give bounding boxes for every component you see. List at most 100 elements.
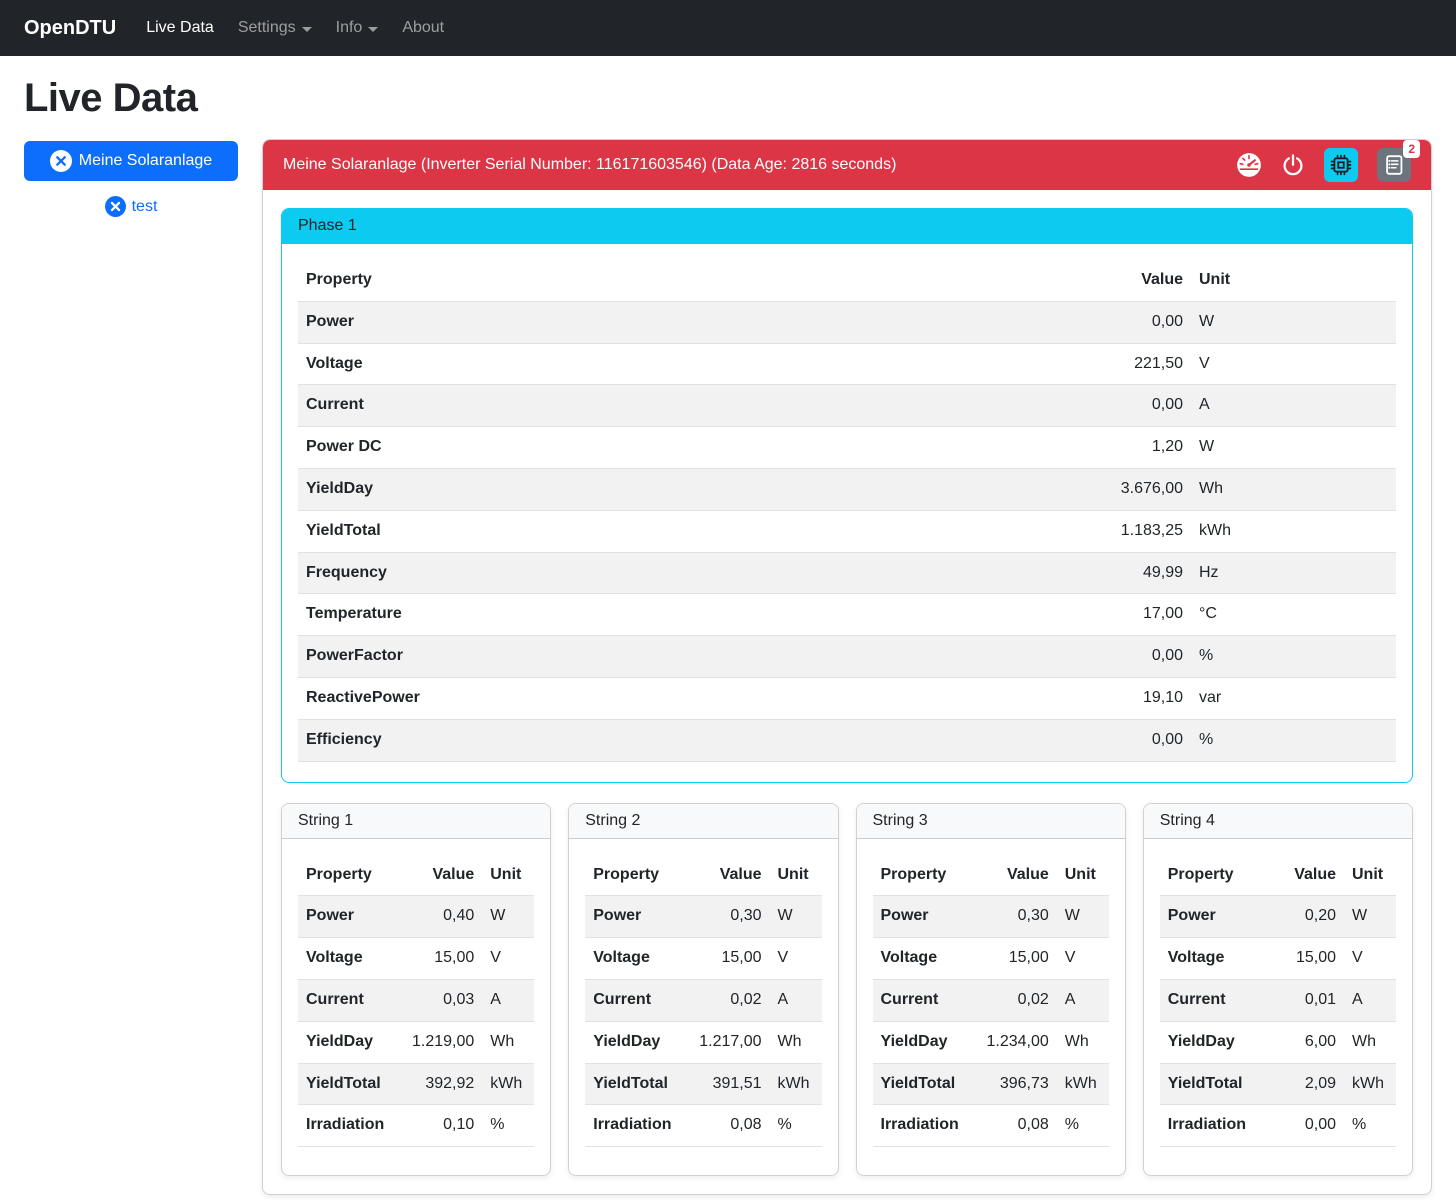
- value-cell: 6,00: [1256, 1021, 1344, 1064]
- unit-cell: A: [482, 979, 535, 1022]
- table-row: YieldTotal 2,09 kWh: [1159, 1063, 1396, 1106]
- property-cell: Current: [298, 979, 395, 1022]
- value-cell: 0,02: [681, 979, 770, 1022]
- property-cell: Frequency: [298, 552, 1054, 595]
- unit-cell: %: [1191, 719, 1396, 762]
- property-cell: Irradiation: [1159, 1104, 1256, 1148]
- column-header-property: Property: [585, 854, 682, 897]
- inverter-card: Meine Solaranlage (Inverter Serial Numbe…: [262, 139, 1432, 1196]
- table-row: Irradiation 0,00%: [1159, 1104, 1396, 1148]
- column-header-value: Value: [1054, 260, 1191, 302]
- value-cell: 1.217,00: [681, 1021, 770, 1064]
- unit-cell: kWh: [1056, 1063, 1109, 1106]
- table-body: Power 0,00 W Voltage 221,50 V Current 0,00 A Powe…: [298, 301, 1396, 762]
- chevron-down-icon: [368, 26, 379, 32]
- table-body: Power 0,20 W Voltage 15,00 V Current 0,01 A Yield…: [1159, 895, 1396, 1148]
- table-row: YieldTotal 391,51 kWh: [585, 1063, 822, 1106]
- table-row: Temperature 17,00 °C: [298, 593, 1396, 637]
- unit-cell: W: [1191, 426, 1396, 469]
- table-row: Voltage 15,00 V: [298, 937, 535, 980]
- table-head: Property Value Unit: [1159, 854, 1396, 897]
- value-cell: 0,40: [394, 895, 483, 939]
- string-card-title: String 2: [569, 803, 838, 839]
- table-row: Irradiation 0,10%: [298, 1104, 535, 1148]
- value-cell: 2,09: [1256, 1063, 1344, 1106]
- column-header-unit: Unit: [769, 854, 822, 897]
- property-cell: Power: [585, 895, 682, 939]
- unit-cell: A: [1056, 979, 1109, 1022]
- unit-cell: W: [1056, 895, 1109, 939]
- property-cell: Power: [872, 895, 969, 939]
- unit-cell: V: [1344, 937, 1396, 980]
- column-header-value: Value: [968, 854, 1057, 897]
- property-cell: Power: [298, 895, 395, 939]
- table-header-row: Property Value Unit: [298, 260, 1396, 302]
- speedometer-icon[interactable]: [1236, 152, 1262, 178]
- table-row: YieldDay 3.676,00 Wh: [298, 468, 1396, 511]
- value-cell: 0,00: [1054, 301, 1191, 344]
- column-header-value: Value: [681, 854, 770, 897]
- nav-item-label: About: [402, 19, 445, 36]
- property-cell: YieldTotal: [1159, 1063, 1256, 1106]
- event-log-button[interactable]: 2: [1377, 140, 1420, 182]
- unit-cell: V: [1191, 343, 1396, 386]
- inverter-select-link-test[interactable]: test: [24, 196, 238, 217]
- table-body: Power 0,30 W Voltage 15,00 V Current 0,02 A Yield…: [585, 895, 822, 1148]
- property-cell: Voltage: [1159, 937, 1256, 980]
- unit-cell: A: [769, 979, 822, 1022]
- table-body: Power 0,30 W Voltage 15,00 V Current 0,02 A Yield…: [872, 895, 1109, 1148]
- property-cell: Voltage: [298, 937, 395, 980]
- unit-cell: W: [482, 895, 535, 939]
- table-row: YieldTotal 396,73 kWh: [872, 1063, 1109, 1106]
- unit-cell: kWh: [1344, 1063, 1396, 1106]
- nav-item-settings[interactable]: Settings: [226, 11, 324, 45]
- inverter-select-button-meine-solaranlage[interactable]: Meine Solaranlage: [24, 141, 238, 181]
- string-card-4: String 4 Property Value Unit: [1142, 802, 1413, 1177]
- top-navbar: OpenDTU Live Data Settings Info About: [0, 0, 1456, 56]
- property-cell: Irradiation: [872, 1104, 969, 1148]
- nav-item-info[interactable]: Info: [324, 11, 391, 45]
- value-cell: 0,30: [968, 895, 1057, 939]
- table-row: Current 0,02 A: [872, 979, 1109, 1022]
- brand-logo[interactable]: OpenDTU: [24, 16, 117, 39]
- nav-item-live-data[interactable]: Live Data: [134, 11, 226, 45]
- table-row: Current 0,00 A: [298, 384, 1396, 428]
- property-cell: Power: [298, 301, 1054, 344]
- power-icon[interactable]: [1281, 153, 1305, 177]
- column-header-unit: Unit: [1191, 260, 1396, 302]
- value-cell: 1,20: [1054, 426, 1191, 469]
- column-header-property: Property: [1159, 854, 1256, 897]
- unit-cell: var: [1191, 677, 1396, 720]
- table-header-row: Property Value Unit: [585, 854, 822, 897]
- table-head: Property Value Unit: [872, 854, 1109, 897]
- x-circle-icon: [49, 150, 72, 172]
- cpu-info-button[interactable]: [1324, 148, 1358, 182]
- column-header-unit: Unit: [1056, 854, 1109, 897]
- page-title: Live Data: [24, 76, 198, 120]
- property-cell: Current: [1159, 979, 1256, 1022]
- value-cell: 1.219,00: [394, 1021, 483, 1064]
- value-cell: 0,03: [394, 979, 483, 1022]
- property-cell: Power DC: [298, 426, 1054, 469]
- inverter-name-label: Meine Solaranlage: [78, 152, 213, 169]
- property-cell: Irradiation: [585, 1104, 682, 1148]
- table-row: Power 0,00 W: [298, 301, 1396, 344]
- column-header-property: Property: [872, 854, 969, 897]
- chevron-down-icon: [301, 26, 312, 32]
- nav-item-about[interactable]: About: [390, 11, 456, 45]
- table-header-row: Property Value Unit: [1159, 854, 1396, 897]
- cpu-icon: [1330, 154, 1352, 176]
- x-circle-icon: [104, 196, 126, 217]
- property-cell: YieldTotal: [872, 1063, 969, 1106]
- property-cell: YieldDay: [298, 468, 1054, 511]
- table-row: Power 0,40 W: [298, 895, 535, 939]
- unit-cell: W: [769, 895, 822, 939]
- unit-cell: Wh: [1191, 468, 1396, 511]
- table-row: Power 0,20 W: [1159, 895, 1396, 939]
- property-cell: Temperature: [298, 593, 1054, 637]
- unit-cell: kWh: [482, 1063, 535, 1106]
- string-card-body: Property Value Unit Power 0,30 W Voltage 15,…: [857, 839, 1125, 1176]
- unit-cell: W: [1191, 301, 1396, 344]
- nav-item-label: Live Data: [146, 19, 214, 36]
- string-card-title: String 1: [282, 803, 551, 839]
